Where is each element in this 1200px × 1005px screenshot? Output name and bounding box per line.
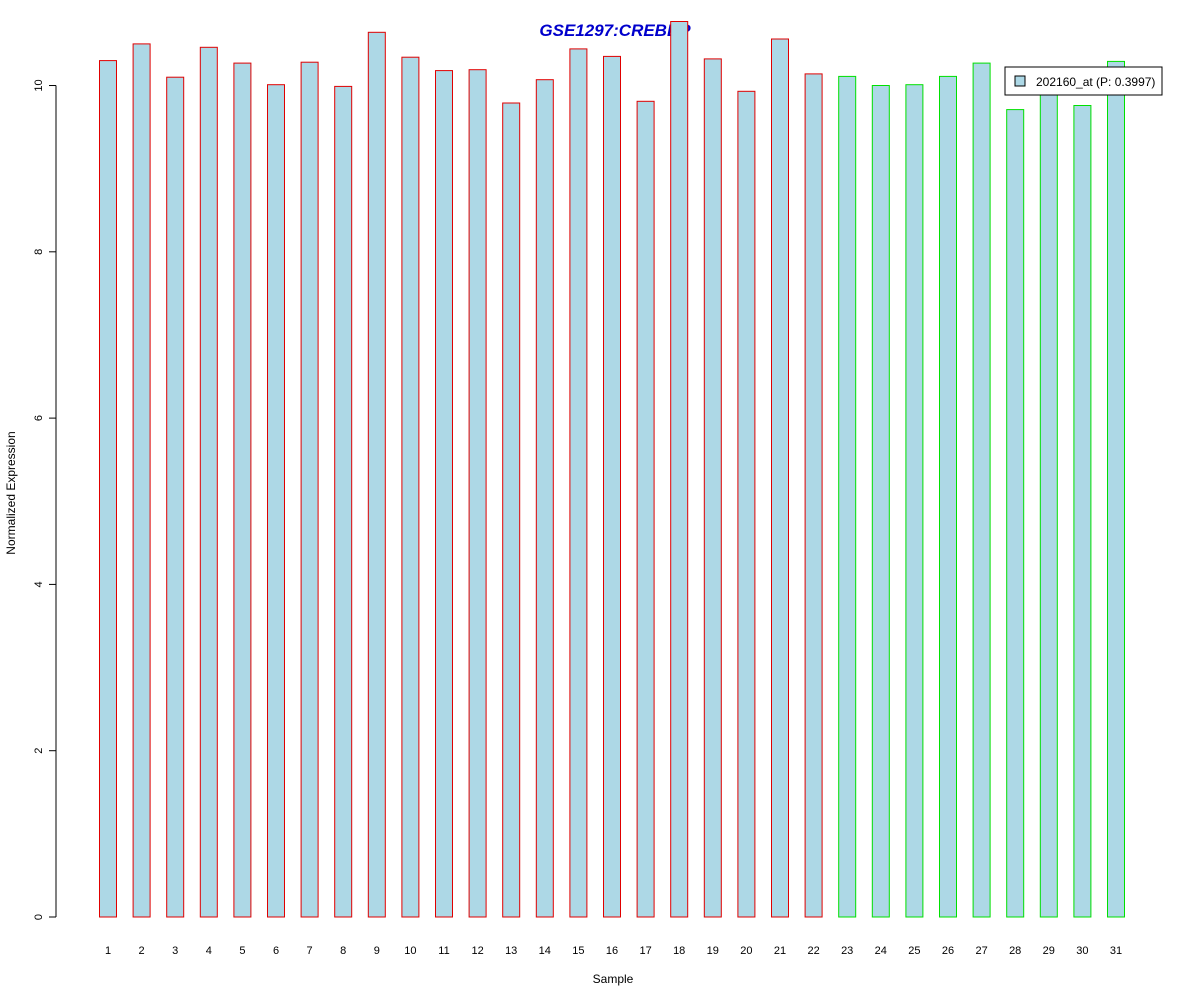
x-tick-label: 16 xyxy=(606,945,618,957)
bar-sample-17 xyxy=(636,100,655,918)
bar-sample-21 xyxy=(771,38,789,918)
legend-swatch xyxy=(1014,75,1026,87)
bar-sample-2 xyxy=(132,43,151,918)
x-tick-label: 25 xyxy=(908,945,920,957)
bar-sample-26 xyxy=(939,75,957,918)
bar-sample-18 xyxy=(670,21,689,918)
legend: 202160_at (P: 0.3997) xyxy=(1004,66,1163,96)
x-tick-label: 10 xyxy=(404,945,416,957)
bar-sample-9 xyxy=(367,31,386,918)
bar-sample-5 xyxy=(233,62,252,918)
x-tick-label: 4 xyxy=(206,945,212,957)
y-tick-label: 0 xyxy=(33,914,45,920)
y-tick-label: 8 xyxy=(33,249,45,255)
x-tick-label: 8 xyxy=(340,945,346,957)
bar-sample-11 xyxy=(435,70,453,918)
bar-sample-25 xyxy=(905,84,924,918)
x-tick-label: 28 xyxy=(1009,945,1021,957)
x-tick-labels: 1 2 3 4 5 6 7 8 9 10 11 12 13 14 15 16 17 18 19 20 21 22 23 24 2… xyxy=(105,945,1122,957)
x-tick-label: 30 xyxy=(1076,945,1088,957)
bar-sample-14 xyxy=(535,79,554,918)
legend-label: 202160_at (P: 0.3997) xyxy=(1036,75,1155,89)
x-tick-label: 6 xyxy=(273,945,279,957)
bar-sample-22 xyxy=(804,73,823,918)
y-tick-label: 6 xyxy=(33,415,45,421)
x-tick-label: 3 xyxy=(172,945,178,957)
y-tick-label: 4 xyxy=(33,581,45,587)
y-axis: 0 2 4 6 8 10 xyxy=(33,79,57,920)
bar-sample-31 xyxy=(1107,60,1125,918)
chart-title: GSE1297:CREBBP xyxy=(539,21,691,40)
bar-sample-24 xyxy=(871,85,890,918)
bar-sample-10 xyxy=(401,56,420,918)
x-tick-label: 19 xyxy=(707,945,719,957)
x-tick-label: 13 xyxy=(505,945,517,957)
x-tick-label: 18 xyxy=(673,945,685,957)
x-tick-label: 9 xyxy=(374,945,380,957)
x-tick-label: 23 xyxy=(841,945,853,957)
bar-sample-19 xyxy=(703,58,722,918)
y-tick-label: 2 xyxy=(33,748,45,754)
x-tick-label: 24 xyxy=(875,945,887,957)
bar-sample-7 xyxy=(300,61,319,918)
x-tick-label: 29 xyxy=(1043,945,1055,957)
x-tick-label: 26 xyxy=(942,945,954,957)
x-tick-label: 12 xyxy=(471,945,483,957)
x-tick-label: 5 xyxy=(239,945,245,957)
x-tick-label: 31 xyxy=(1110,945,1122,957)
bar-sample-1 xyxy=(99,60,117,918)
bar-sample-20 xyxy=(737,90,756,918)
x-tick-label: 17 xyxy=(639,945,651,957)
bar-sample-30 xyxy=(1073,105,1092,918)
bar-sample-13 xyxy=(502,102,521,918)
bars-group xyxy=(99,21,1125,918)
x-axis-label: Sample xyxy=(593,972,634,986)
x-tick-label: 15 xyxy=(572,945,584,957)
x-tick-label: 2 xyxy=(139,945,145,957)
x-tick-label: 20 xyxy=(740,945,752,957)
x-tick-label: 27 xyxy=(975,945,987,957)
bar-sample-12 xyxy=(468,69,487,918)
x-tick-label: 14 xyxy=(539,945,551,957)
y-tick-label: 10 xyxy=(33,79,45,91)
x-tick-label: 11 xyxy=(438,945,449,957)
bar-sample-27 xyxy=(972,62,991,918)
bar-sample-3 xyxy=(166,76,185,918)
bar-sample-8 xyxy=(334,85,353,918)
legend-box xyxy=(1004,66,1163,96)
y-axis-label: Normalized Expression xyxy=(4,431,18,554)
bar-sample-16 xyxy=(603,55,621,918)
bar-sample-4 xyxy=(199,46,218,918)
x-tick-label: 22 xyxy=(807,945,819,957)
bar-sample-6 xyxy=(267,84,285,918)
x-tick-label: 21 xyxy=(774,945,786,957)
bar-sample-15 xyxy=(569,48,588,918)
x-tick-label: 7 xyxy=(307,945,313,957)
bar-sample-23 xyxy=(838,75,857,918)
bar-sample-29 xyxy=(1039,90,1058,918)
bar-sample-28 xyxy=(1006,109,1025,918)
x-tick-label: 1 xyxy=(105,945,111,957)
